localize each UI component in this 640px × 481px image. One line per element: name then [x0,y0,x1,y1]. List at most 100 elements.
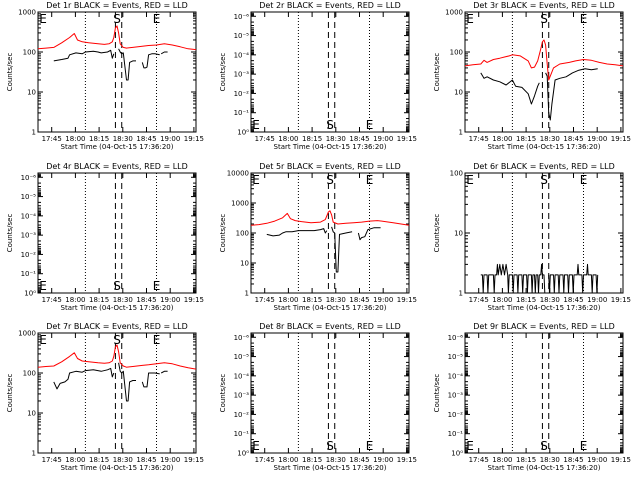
x-tick-label: 19:00 [373,296,393,304]
x-tick-label: 17:45 [255,135,275,143]
x-tick-label: 18:30 [540,135,560,143]
y-tick-label: 10⁻¹ [21,270,37,278]
x-tick-label: 18:15 [516,135,536,143]
events-series-line [53,49,115,62]
y-tick-label: 1000 [231,200,249,208]
events-series-line [118,48,136,81]
x-tick-label: 18:30 [326,135,346,143]
events-series-line [357,227,381,241]
x-tick-label: 17:45 [255,296,275,304]
y-tick-label: 1000 [445,9,463,17]
interval-marker: S [540,173,548,187]
plot-frame [250,172,410,294]
interval-marker: E [252,439,260,453]
chart-panel: Det 3r BLACK = Events, RED = LLD 1 10 100 10… [433,1,631,151]
interval-marker: S [326,118,334,132]
interval-marker: E [580,12,588,26]
x-tick-label: 18:45 [563,135,583,143]
y-tick-label: 10⁻⁴ [448,372,464,380]
x-tick-label: 19:00 [160,135,180,143]
interval-marker: E [153,279,161,293]
x-tick-label: 18:15 [302,296,322,304]
y-tick-label: 10⁰ [237,450,249,458]
y-axis-label: Counts/sec [433,214,441,253]
plot-frame [37,172,197,294]
y-tick-label: 10⁻⁴ [234,51,250,59]
events-series-line [141,53,160,69]
interval-marker: E [39,12,47,26]
interval-marker: E [366,173,374,187]
x-tick-label: 18:45 [136,296,156,304]
x-tick-label: 19:15 [184,296,204,304]
x-tick-label: 18:30 [113,135,133,143]
y-tick-label: 10⁻⁶ [234,13,250,21]
y-axis-label: Counts/sec [6,374,14,413]
y-tick-label: 1 [245,290,249,298]
x-axis-label: Start Time (04-Oct-15 17:36:20) [61,304,174,312]
x-axis-label: Start Time (04-Oct-15 17:36:20) [274,464,387,472]
interval-marker: S [113,12,121,26]
y-tick-label: 10⁻¹ [234,430,250,438]
y-tick-label: 1 [32,450,36,458]
y-axis-label: Counts/sec [6,53,14,92]
interval-marker: E [153,12,161,26]
y-tick-label: 10 [454,89,463,97]
y-tick-label: 1000 [18,330,36,338]
events-series-line [53,367,115,390]
x-tick-label: 19:15 [611,135,631,143]
x-axis-label: Start Time (04-Oct-15 17:36:20) [488,464,601,472]
chart-panel: Det 1r BLACK = Events, RED = LLD 1 10 100 10… [6,1,204,151]
y-tick-label: 1000 [18,9,36,17]
y-tick-label: 100 [236,230,249,238]
x-tick-label: 19:15 [611,296,631,304]
y-tick-label: 1 [459,290,463,298]
interval-marker: E [153,333,161,347]
y-tick-label: 10⁻⁶ [448,334,464,342]
x-tick-label: 17:45 [42,135,62,143]
chart-panel: Det 5r BLACK = Events, RED = LLD 1 10 100 10… [219,162,417,312]
y-tick-label: 10⁻³ [234,71,250,79]
x-tick-label: 18:00 [65,296,85,304]
x-axis-label: Start Time (04-Oct-15 17:36:20) [61,143,174,151]
x-tick-label: 18:45 [563,456,583,464]
events-series-line [141,372,160,388]
y-tick-label: 10⁻⁴ [21,212,37,220]
y-tick-label: 100 [23,49,36,57]
events-series-line [480,263,546,294]
x-tick-label: 18:00 [492,296,512,304]
x-tick-label: 18:30 [540,456,560,464]
y-tick-label: 10⁻⁶ [234,334,250,342]
interval-marker: S [326,173,334,187]
y-tick-label: 10⁰ [237,129,249,137]
y-tick-label: 1 [32,129,36,137]
plot-frame [250,11,410,133]
x-tick-label: 18:30 [113,296,133,304]
x-tick-label: 18:00 [278,135,298,143]
interval-marker: S [540,439,548,453]
plot-frame [250,332,410,454]
x-tick-label: 18:30 [113,456,133,464]
plot-frame [37,11,197,133]
plot-frame [37,332,197,454]
x-tick-label: 18:00 [278,296,298,304]
y-tick-label: 10⁻⁴ [234,372,250,380]
x-tick-label: 19:00 [373,135,393,143]
y-tick-label: 100 [23,370,36,378]
y-tick-label: 10⁻² [234,411,250,419]
interval-marker: E [39,279,47,293]
x-tick-label: 18:15 [89,296,109,304]
interval-marker: E [580,439,588,453]
x-tick-label: 18:00 [492,135,512,143]
x-tick-label: 18:15 [89,135,109,143]
x-tick-label: 18:15 [89,456,109,464]
x-tick-label: 19:15 [184,456,204,464]
x-tick-label: 19:00 [587,296,607,304]
x-tick-label: 18:00 [65,135,85,143]
x-axis-label: Start Time (04-Oct-15 17:36:20) [61,464,174,472]
x-tick-label: 19:15 [611,456,631,464]
lld-series-line [464,39,624,81]
x-tick-label: 17:45 [469,456,489,464]
chart-title: Det 2r BLACK = Events, RED = LLD [259,1,401,10]
y-axis-label: Counts/sec [219,374,227,413]
